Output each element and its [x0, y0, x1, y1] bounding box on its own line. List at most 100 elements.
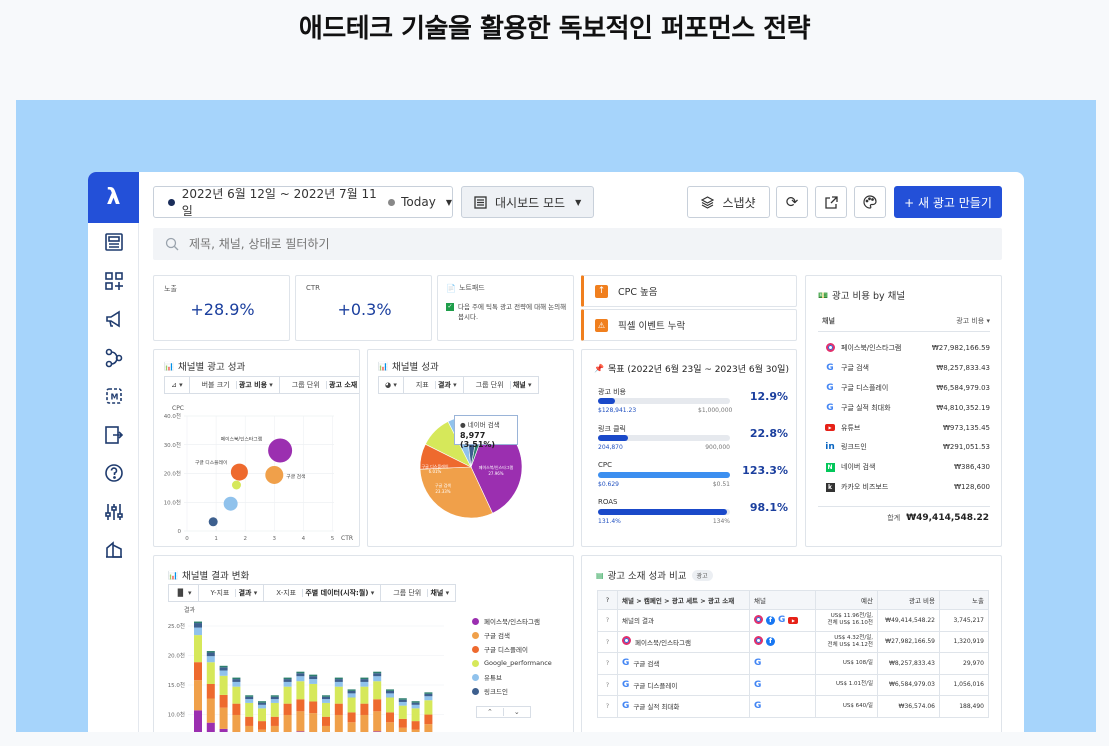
group-select[interactable]: 그룹 단위 채널 ▾ — [464, 377, 538, 393]
building-icon[interactable] — [88, 531, 139, 570]
kpi-impressions-card[interactable]: 노출 +28.9% — [153, 275, 290, 341]
stacked-bar-segment — [373, 699, 382, 712]
theme-button[interactable] — [854, 186, 886, 218]
checkbox-icon[interactable]: ✓ — [446, 303, 454, 311]
warning-icon: ⚠ — [595, 318, 608, 332]
budget-line: 전체 US$ 16.10천 — [827, 620, 873, 627]
media-icon[interactable]: M — [88, 377, 139, 416]
legend-item[interactable]: Google_performance — [472, 656, 552, 670]
stacked-bar-segment — [424, 714, 433, 725]
legend-item[interactable]: 구글 디스플레이 — [472, 642, 552, 656]
bubble-group-select[interactable]: 그룹 단위 광고 소재 ▾ — [280, 377, 359, 393]
date-range-picker[interactable]: 2022년 6월 12일 ~ 2022년 7월 11일 Today ▼ — [153, 186, 453, 218]
goal-percent: 12.9% — [749, 390, 788, 403]
x-tick-label: 5 — [331, 536, 335, 542]
stacked-bar-segment — [373, 681, 382, 700]
stacked-bar-segment — [386, 693, 394, 698]
spend-row[interactable]: k 카카오 비즈보드 ₩128,600 — [818, 477, 990, 497]
table-row[interactable]: ? G 구글 검색 G US$ 108/일 ₩8,257,833.43 29,970 — [597, 652, 989, 675]
info-icon[interactable]: ? — [597, 652, 618, 675]
alert-cpc[interactable]: ↑ CPC 높음 — [581, 275, 797, 307]
bubble-chart: CPC CTR 40.0천 30.0천 20.0천 10.0천 00 1 2 3 4 5 페이스북/… — [164, 405, 353, 542]
chart-type-select[interactable]: ⊿ ▾ — [165, 377, 190, 393]
report-icon[interactable] — [88, 223, 139, 262]
spend-row[interactable]: G 구글 실적 최대화 ₩4,810,352.19 — [818, 398, 990, 418]
spend-row[interactable]: G 구글 검색 ₩8,257,833.43 — [818, 358, 990, 378]
goals-card: 📌 목표 (2022년 6월 23일 ~ 2023년 6월 30일) 광고 비용… — [581, 349, 797, 547]
page-heading: 애드테크 기술을 활용한 독보적인 퍼포먼스 전략 — [298, 14, 811, 44]
stacked-bar-segment — [398, 701, 407, 706]
search-bar[interactable] — [153, 228, 1002, 260]
spend-row[interactable]: ▶ 유튜브 ₩973,135.45 — [818, 418, 990, 438]
column-header[interactable]: 채널 > 캠페인 > 광고 세트 > 광고 소재 — [617, 590, 750, 610]
google-icon: G — [778, 615, 786, 626]
legend-item[interactable]: 구글 검색 — [472, 628, 552, 642]
flow-icon[interactable] — [88, 339, 139, 378]
y-tick-label: 10.0천 — [168, 711, 185, 719]
chart-type-select[interactable]: ▐▌ ▾ — [169, 585, 199, 601]
pie-slice — [419, 466, 493, 519]
info-icon[interactable]: ? — [597, 630, 618, 653]
table-row[interactable]: ? 페이스북/인스타그램 f US$ 4.32천/일, 전체 US$ 14.12천 ₩27… — [597, 630, 989, 653]
spend-by-channel-card: 💵 광고 비용 by 채널 채널 광고 비용 ▾ 페이스북/인스타그램 ₩27,9… — [805, 275, 1002, 547]
column-header[interactable]: 예산 — [815, 590, 878, 610]
stacked-bar-segment — [296, 673, 305, 677]
pie-slice-label: 6.01% — [429, 469, 442, 474]
dashboard-mode-select[interactable]: 대시보드 모드 ▼ — [461, 186, 594, 218]
x-metric-select[interactable]: X-지표 주별 데이터(시작:월) ▾ — [264, 585, 382, 601]
stacked-bar-segment — [347, 693, 356, 698]
pie-slice-label: 23.33% — [435, 489, 450, 494]
goal-progress-fill — [598, 398, 616, 404]
dashboard-add-icon[interactable] — [88, 262, 139, 301]
table-row[interactable]: ? 채널의 결과 f G ▶ US$ 11.96천/일, 전체 US$ 16.10천 ₩49,… — [597, 609, 989, 632]
group-select[interactable]: 그룹 단위 채널 ▾ — [381, 585, 455, 601]
help-icon[interactable] — [88, 454, 139, 493]
bubble-size-select[interactable]: 버블 크기 광고 비용 ▾ — [190, 377, 280, 393]
new-ad-button[interactable]: + 새 광고 만들기 — [894, 186, 1002, 218]
stacked-bar-segment — [424, 724, 433, 732]
spend-row[interactable]: G 구글 디스플레이 ₩6,584,979.03 — [818, 378, 990, 398]
column-header[interactable]: 채널 — [749, 590, 816, 610]
column-header[interactable]: 광고 비용 — [877, 590, 940, 610]
metric-select[interactable]: 지표 결과 ▾ — [404, 377, 464, 393]
column-header[interactable]: 노출 — [939, 590, 989, 610]
spend-row[interactable]: N 네이버 검색 ₩386,430 — [818, 457, 990, 477]
legend-item[interactable]: 유튜브 — [472, 670, 552, 684]
stacked-bar-segment — [245, 702, 254, 717]
info-icon[interactable]: ? — [597, 609, 618, 632]
megaphone-icon[interactable] — [88, 300, 139, 339]
spend-col-cost[interactable]: 광고 비용 ▾ — [956, 316, 990, 325]
stacked-bar-segment — [398, 705, 407, 719]
y-metric-select[interactable]: Y-지표 결과 ▾ — [199, 585, 265, 601]
search-input[interactable] — [189, 237, 789, 251]
sliders-icon[interactable] — [88, 493, 139, 532]
spend-row[interactable]: in 링크드인 ₩291,051.53 — [818, 437, 990, 457]
legend-up-button[interactable]: ⌃ — [487, 708, 493, 716]
budget-line: US$ 11.96천/일, — [830, 613, 873, 620]
y-axis-label: CPC — [172, 405, 184, 412]
refresh-button[interactable]: ⟳ — [776, 186, 808, 218]
info-icon[interactable]: ? — [597, 695, 618, 718]
table-row[interactable]: ? G 구글 디스플레이 G US$ 1.01천/일 ₩6,584,979.03 1,056… — [597, 673, 989, 696]
alert-pixel[interactable]: ⚠ 픽셀 이벤트 누락 — [581, 309, 797, 341]
bubble-label: 구글 디스플레이 — [195, 459, 227, 466]
spend-row[interactable]: 페이스북/인스타그램 ₩27,982,166.59 — [818, 338, 990, 358]
y-tick-label: 40.0천 — [164, 412, 181, 420]
app-logo[interactable]: λ — [88, 172, 139, 223]
info-icon[interactable]: ? — [597, 673, 618, 696]
legend-item[interactable]: 페이스북/인스타그램 — [472, 614, 552, 628]
snapshot-button[interactable]: 스냅샷 — [687, 186, 770, 218]
notepad-card[interactable]: 📄 노트패드 ✓ 다음 주에 틱톡 광고 전략에 대해 논의해봅시다. — [437, 275, 574, 341]
stacked-bar-segment — [398, 699, 407, 702]
kpi-ctr-card[interactable]: CTR +0.3% — [295, 275, 432, 341]
stacked-bar-segment — [411, 721, 420, 730]
chart-type-select[interactable]: ◕ ▾ — [379, 377, 404, 393]
export-button[interactable] — [815, 186, 847, 218]
import-icon[interactable] — [88, 416, 139, 455]
spend-header: 채널 광고 비용 ▾ — [818, 310, 990, 332]
legend-item[interactable]: 링크드인 — [472, 684, 552, 698]
stacked-bar-segment — [347, 697, 356, 713]
table-row[interactable]: ? G 구글 실적 최대화 G US$ 640/일 ₩36,574.06 188,490 — [597, 695, 989, 718]
info-icon[interactable]: ? — [597, 590, 618, 610]
legend-down-button[interactable]: ⌄ — [502, 708, 530, 716]
